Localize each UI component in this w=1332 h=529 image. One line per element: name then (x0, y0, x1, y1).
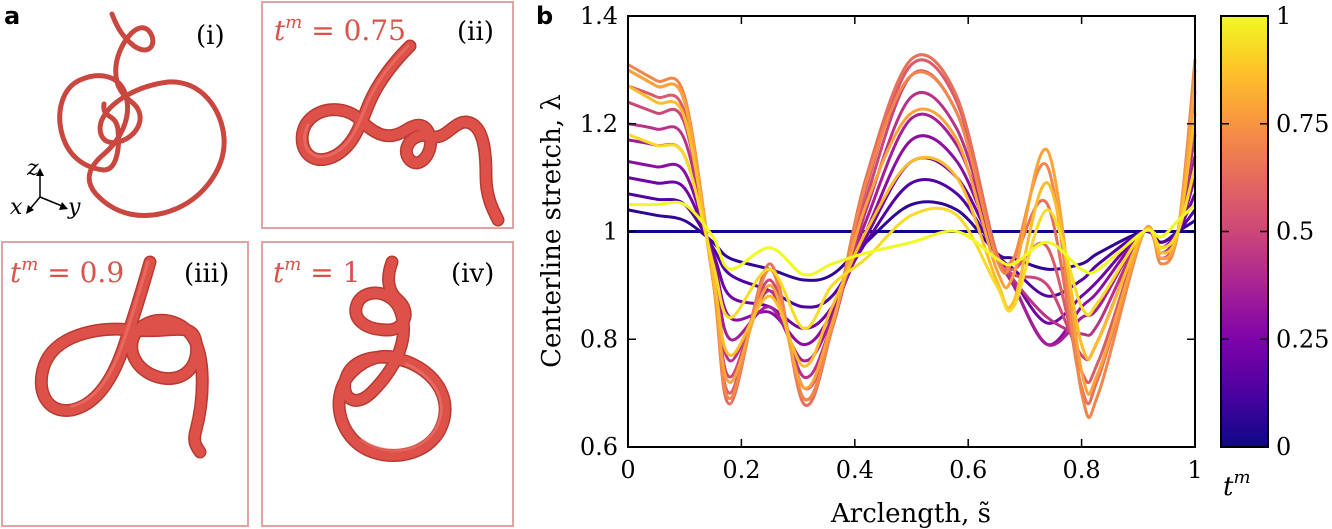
inset-ii-tm-label: tm = 0.75 (274, 12, 406, 47)
series-line-12 (627, 84, 1197, 368)
inset-ii-label: (ii) (457, 17, 494, 47)
knot-curve-i (57, 11, 227, 218)
x-axis-label: Arclength, s̃ (830, 499, 991, 529)
y-tick-label-1: 0.8 (580, 325, 618, 353)
axis-x-arrow (26, 205, 34, 214)
axis-y-label: y (67, 195, 81, 220)
series-layer (627, 53, 1197, 420)
x-tick-label-3: 0.6 (949, 456, 987, 484)
panel-a: a (i) z x y tm = 0.75 (ii) (1, 1, 514, 527)
series-line-13 (627, 133, 1197, 330)
series-line-11 (627, 68, 1197, 396)
y-axis: 0.6 0.8 1 1.2 1.4 (580, 2, 1195, 461)
colorbar-tick-label-2: 0.5 (1276, 218, 1314, 246)
colorbar-tick-label-3: 0.75 (1276, 110, 1329, 138)
inset-iii-label: (iii) (184, 259, 229, 289)
inset-iv: tm = 1 (iv) (261, 241, 514, 527)
series-line-14 (627, 200, 1197, 277)
panel-b-letter: b (536, 2, 553, 30)
x-tick-label-5: 1 (1187, 456, 1202, 484)
panel-a-letter: a (4, 2, 20, 30)
colorbar: 0 0.25 0.5 0.75 1 tm (1220, 2, 1329, 502)
knot-tube-iii (34, 255, 209, 459)
inset-iii-tm-label: tm = 0.9 (10, 254, 124, 289)
x-tick-label-2: 0.4 (836, 456, 874, 484)
axes-triad: z x y (10, 156, 81, 220)
axis-y-arrow (59, 202, 68, 210)
inset-iv-tm-label: tm = 1 (273, 254, 360, 289)
y-tick-label-0: 0.6 (580, 433, 618, 461)
y-tick-label-2: 1 (603, 218, 618, 246)
x-tick-label-0: 0 (620, 456, 635, 484)
inset-iv-frame (261, 241, 514, 527)
inset-ii-frame (261, 1, 514, 229)
axis-x-line (29, 196, 41, 210)
knot-tube-ii (295, 39, 505, 227)
axis-z-arrow (36, 168, 44, 176)
knot-tube-iv (332, 255, 452, 462)
inset-iii-frame (1, 241, 249, 527)
colorbar-tick-label-1: 0.25 (1276, 325, 1329, 353)
x-axis: 0 0.2 0.4 0.6 0.8 1 (620, 16, 1203, 484)
x-tick-label-1: 0.2 (722, 456, 760, 484)
inset-i: (i) z x y (10, 11, 227, 220)
colorbar-ticks: 0 0.25 0.5 0.75 1 (1221, 2, 1329, 461)
inset-iii: tm = 0.9 (iii) (1, 241, 249, 527)
axis-y-line (39, 196, 63, 207)
y-tick-label-4: 1.4 (580, 2, 618, 30)
axis-x-label: x (10, 195, 23, 220)
colorbar-tick-label-4: 1 (1276, 2, 1291, 30)
axis-z-label: z (26, 156, 39, 181)
inset-i-label: (i) (196, 21, 225, 51)
panel-b: b 0 0.2 0.4 0.6 0.8 1 0.6 0.8 1 1.2 1.4 Arclength… (536, 2, 1329, 529)
inset-ii: tm = 0.75 (ii) (261, 1, 514, 229)
y-axis-label: Centerline stretch, λ (537, 94, 567, 368)
y-tick-label-3: 1.2 (580, 110, 618, 138)
inset-iv-label: (iv) (451, 259, 494, 289)
colorbar-tick-label-0: 0 (1276, 433, 1291, 461)
x-tick-label-4: 0.8 (1063, 456, 1101, 484)
colorbar-label: tm (1223, 467, 1251, 502)
